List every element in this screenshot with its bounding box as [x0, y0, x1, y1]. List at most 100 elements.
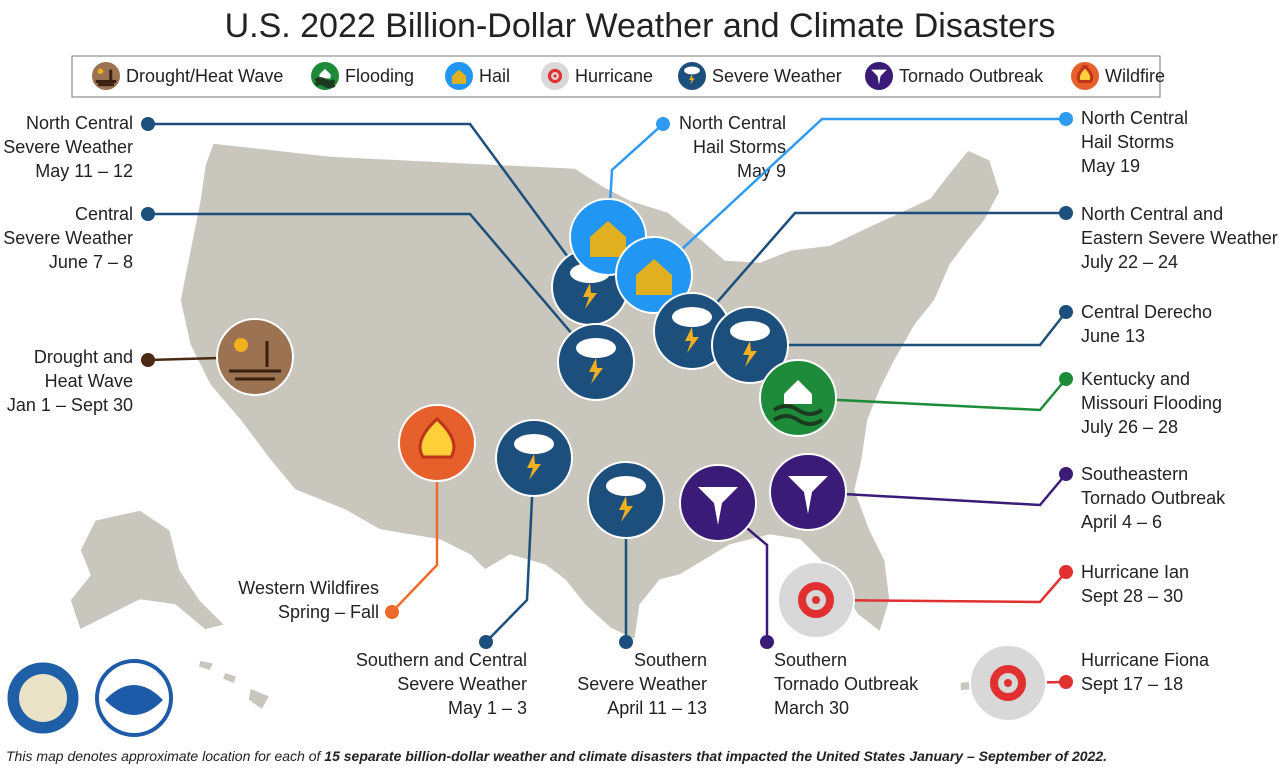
- legend-label: Hail: [479, 66, 510, 86]
- event-label: Tornado Outbreak: [774, 674, 919, 694]
- icon-storm: [798, 582, 834, 618]
- hawaii: [197, 659, 272, 712]
- icon-house: [590, 221, 626, 257]
- leader-dot: [1059, 305, 1073, 319]
- footer-emphasis: 15 separate billion-dollar weather and c…: [324, 748, 1107, 764]
- icon-funnel: [871, 69, 887, 85]
- event-label: Southern and Central: [356, 650, 527, 670]
- leader-dot: [1059, 372, 1073, 386]
- doc-logo-inner: [19, 674, 67, 722]
- legend-item: Flooding: [309, 60, 414, 92]
- leader-dot: [760, 635, 774, 649]
- icon-cloud: [730, 321, 770, 341]
- icon-funnel: [698, 487, 738, 525]
- legend-label: Drought/Heat Wave: [126, 66, 283, 86]
- leader-dot: [1059, 467, 1073, 481]
- footer: This map denotes approximate location fo…: [6, 748, 1107, 764]
- icon-house: [319, 68, 331, 79]
- event-label: June 13: [1081, 326, 1145, 346]
- icon-circle: [90, 60, 122, 92]
- event-label: Sept 28 – 30: [1081, 586, 1183, 606]
- icon-cloud: [576, 338, 616, 358]
- legend-item: Tornado Outbreak: [863, 60, 1044, 92]
- event-label: Central: [75, 204, 133, 224]
- legend-item: Hail: [443, 60, 510, 92]
- icon-sun: [234, 338, 248, 352]
- event-label: Severe Weather: [397, 674, 527, 694]
- noaa-logo-bird: [105, 685, 163, 715]
- event: Kentucky and Missouri Flooding July 26 – 2…: [759, 359, 1222, 437]
- leader-line: [653, 117, 1066, 276]
- event-label: Severe Weather: [3, 228, 133, 248]
- event-label: April 11 – 13: [607, 698, 707, 718]
- event-label: June 7 – 8: [49, 252, 133, 272]
- legend-label: Flooding: [345, 66, 414, 86]
- leader-line: [807, 473, 1067, 507]
- legend-item: Hurricane: [539, 60, 653, 92]
- event-label: Central Derecho: [1081, 302, 1212, 322]
- event-label: Hurricane Ian: [1081, 562, 1189, 582]
- event-label: May 9: [737, 161, 786, 181]
- event-label: Southeastern: [1081, 464, 1188, 484]
- event-label: North Central and: [1081, 204, 1223, 224]
- leader-dot: [1059, 675, 1073, 689]
- icon-cracks: [229, 341, 281, 381]
- event-label: Kentucky and: [1081, 369, 1190, 389]
- event: Hurricane Ian Sept 28 – 30: [777, 561, 1189, 639]
- legend-item: Severe Weather: [676, 60, 842, 92]
- leader-line: [148, 122, 592, 288]
- icon-sun: [97, 68, 104, 75]
- icon-eye: [553, 74, 557, 78]
- event-label: Missouri Flooding: [1081, 393, 1222, 413]
- event-label: Hurricane Fiona: [1081, 650, 1210, 670]
- event-label: March 30: [774, 698, 849, 718]
- leader-dot: [619, 635, 633, 649]
- event-label: Southern: [774, 650, 847, 670]
- leader-line: [485, 457, 536, 643]
- event-label: Drought and: [34, 347, 133, 367]
- event-label: North Central: [26, 113, 133, 133]
- event-label: North Central: [679, 113, 786, 133]
- event-label: Hail Storms: [693, 137, 786, 157]
- legend-label: Severe Weather: [712, 66, 842, 86]
- icon-circle: [216, 318, 294, 396]
- event: Southern and Central Severe Weather May 1 …: [356, 419, 573, 718]
- icon-bolt: [619, 496, 633, 522]
- icon-flame: [418, 416, 456, 459]
- icon-waves: [772, 404, 824, 426]
- icon-bolt: [685, 327, 699, 353]
- event-label: Eastern Severe Weather: [1081, 228, 1278, 248]
- leader-dot: [479, 635, 493, 649]
- leader-line: [691, 211, 1066, 332]
- event-label: April 4 – 6: [1081, 512, 1162, 532]
- event-label: Hail Storms: [1081, 132, 1174, 152]
- event-label: Heat Wave: [45, 371, 133, 391]
- event-label: Spring – Fall: [278, 602, 379, 622]
- legend-item: Drought/Heat Wave: [90, 60, 283, 92]
- legend-item: Wildfire: [1069, 60, 1165, 92]
- event: Southern Severe Weather April 11 – 13: [577, 461, 707, 718]
- icon-house: [636, 259, 672, 295]
- event-label: Western Wildfires: [238, 578, 379, 598]
- event-label: Sept 17 – 18: [1081, 674, 1183, 694]
- title: U.S. 2022 Billion-Dollar Weather and Cli…: [225, 7, 1056, 45]
- alaska: [69, 509, 227, 632]
- event-label: July 26 – 28: [1081, 417, 1178, 437]
- leader-line: [797, 378, 1067, 412]
- icon-waves: [314, 77, 336, 89]
- icon-flame: [1076, 64, 1094, 84]
- leader-line: [815, 571, 1067, 604]
- legend-label: Tornado Outbreak: [899, 66, 1044, 86]
- icon-eye: [812, 596, 820, 604]
- icon-house: [784, 380, 812, 404]
- icon-eye: [1004, 679, 1012, 687]
- event-label: Jan 1 – Sept 30: [7, 395, 133, 415]
- event: Southeastern Tornado Outbreak April 4 – 6: [769, 453, 1226, 532]
- icon-cloud: [514, 434, 554, 454]
- leader-dot: [1059, 206, 1073, 220]
- leader-dot: [656, 117, 670, 131]
- event: Drought and Heat Wave Jan 1 – Sept 30: [7, 318, 294, 415]
- icon-bolt: [583, 283, 597, 309]
- icon-cloud: [606, 476, 646, 496]
